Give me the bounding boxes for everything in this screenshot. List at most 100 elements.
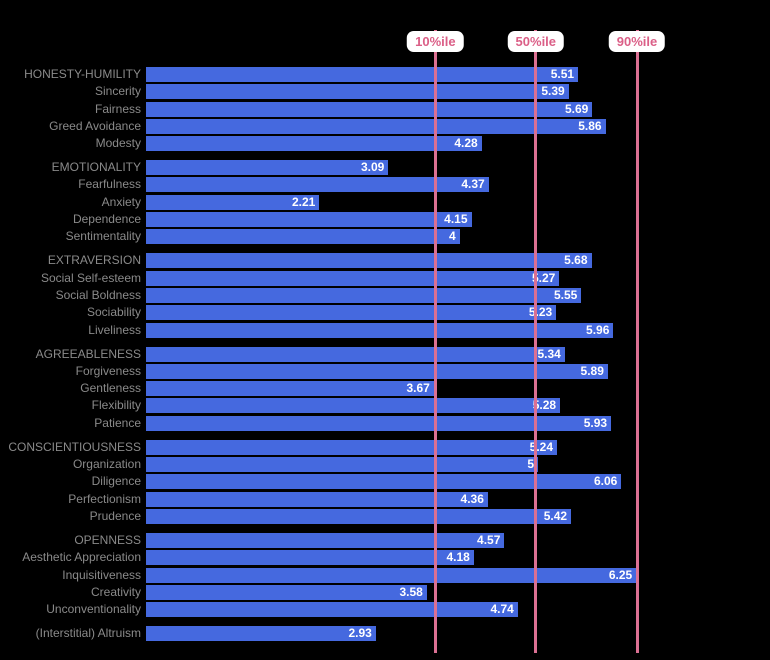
percentile-pill-90: 90%ile — [608, 31, 666, 52]
facet-label: Social Self-esteem — [40, 270, 141, 285]
bar-row: Fearfulness 4.37 — [0, 177, 770, 193]
facet-label: Sentimentality — [65, 229, 141, 244]
score-bar: 4.28 — [146, 136, 482, 152]
trait-group: EMOTIONALITY 3.09 Fearfulness 4.37 Anxiety 2.… — [0, 160, 770, 245]
bar-row: EMOTIONALITY 3.09 — [0, 160, 770, 176]
bar-rows-area: HONESTY-HUMILITY 5.51 Sincerity 5.39 Fairnes… — [0, 67, 770, 650]
score-bar: 5.68 — [146, 253, 592, 269]
facet-label: Prudence — [89, 508, 141, 523]
score-bar: 4.37 — [146, 177, 489, 193]
facet-label: Inquisitiveness — [62, 567, 141, 582]
score-value-label: 5.23 — [528, 305, 553, 320]
score-bar: 5.69 — [146, 101, 593, 117]
score-bar: 6.06 — [146, 474, 622, 490]
facet-label: Diligence — [91, 474, 141, 489]
bar-row: Patience 5.93 — [0, 415, 770, 431]
bar-row: Perfectionism 4.36 — [0, 491, 770, 507]
percentile-line-10 — [433, 30, 437, 653]
bar-row: Liveliness 5.96 — [0, 322, 770, 338]
facet-label: Organization — [72, 457, 141, 472]
score-value-label: 4.36 — [460, 491, 484, 506]
score-value-label: 6.06 — [593, 474, 618, 489]
score-bar: 4.57 — [146, 532, 505, 548]
score-bar: 4.18 — [146, 550, 474, 566]
score-bar: 4.36 — [146, 491, 488, 507]
score-bar: 5 — [146, 457, 539, 473]
bar-row: Sincerity 5.39 — [0, 84, 770, 100]
score-value-label: 5 — [527, 457, 535, 472]
facet-label: Perfectionism — [68, 491, 141, 506]
trait-group: CONSCIENTIOUSNESS 5.24 Organization 5 Dilige… — [0, 439, 770, 524]
facet-label: Greed Avoidance — [49, 118, 141, 133]
score-value-label: 5.93 — [583, 415, 608, 430]
score-value-label: 3.67 — [406, 381, 430, 396]
score-value-label: 4.28 — [454, 136, 478, 151]
trait-group: (Interstitial) Altruism 2.93 — [0, 626, 770, 642]
percentile-line-50 — [534, 30, 538, 653]
bar-row: Diligence 6.06 — [0, 474, 770, 490]
score-value-label: 5.27 — [531, 270, 556, 285]
score-value-label: 3.09 — [360, 160, 385, 175]
bar-row: Flexibility 5.28 — [0, 398, 770, 414]
facet-label: Social Boldness — [55, 287, 141, 302]
trait-header-label: EMOTIONALITY — [51, 160, 141, 175]
score-bar: 5.24 — [146, 439, 557, 455]
bar-row: Forgiveness 5.89 — [0, 363, 770, 379]
facet-label: Fearfulness — [78, 177, 141, 192]
score-value-label: 4.18 — [446, 550, 470, 565]
score-bar: 2.93 — [146, 626, 376, 642]
score-value-label: 6.25 — [608, 567, 633, 582]
trait-group: OPENNESS 4.57 Aesthetic Appreciation 4.18 In… — [0, 532, 770, 618]
trait-group: EXTRAVERSION 5.68 Social Self-esteem 5.27 So… — [0, 253, 770, 338]
score-value-label: 4 — [449, 229, 456, 244]
facet-label: Liveliness — [88, 322, 141, 337]
bar-row: (Interstitial) Altruism 2.93 — [0, 626, 770, 642]
percentile-pill-50-label: 50%ile — [515, 34, 557, 49]
trait-group: AGREEABLENESS 5.34 Forgiveness 5.89 Gentlene… — [0, 346, 770, 431]
bar-row: HONESTY-HUMILITY 5.51 — [0, 67, 770, 82]
score-value-label: 5.89 — [580, 363, 604, 378]
facet-label: Forgiveness — [75, 363, 141, 378]
trait-header-label: OPENNESS — [74, 532, 141, 547]
percentile-pill-90-label: 90%ile — [616, 34, 658, 49]
facet-label: Aesthetic Appreciation — [22, 550, 141, 565]
facet-label: Unconventionality — [46, 602, 141, 617]
percentile-pill-10-label: 10%ile — [415, 34, 456, 49]
bar-row: CONSCIENTIOUSNESS 5.24 — [0, 439, 770, 455]
bar-row: Social Boldness 5.55 — [0, 287, 770, 303]
bar-row: Inquisitiveness 6.25 — [0, 567, 770, 583]
score-bar: 5.23 — [146, 305, 557, 321]
score-value-label: 5.28 — [532, 398, 557, 413]
trait-header-label: HONESTY-HUMILITY — [24, 67, 141, 81]
score-bar: 5.34 — [146, 346, 565, 362]
trait-header-label: CONSCIENTIOUSNESS — [8, 439, 141, 454]
score-bar: 6.25 — [146, 567, 637, 583]
score-bar: 4.15 — [146, 212, 472, 228]
bar-row: Prudence 5.42 — [0, 508, 770, 524]
facet-label: Patience — [94, 415, 141, 430]
facet-label: Fairness — [94, 101, 141, 116]
facet-label: Dependence — [72, 212, 141, 227]
score-value-label: 5.51 — [550, 67, 575, 81]
bar-row: Aesthetic Appreciation 4.18 — [0, 550, 770, 566]
bar-row: AGREEABLENESS 5.34 — [0, 346, 770, 362]
facet-label: Gentleness — [80, 381, 141, 396]
bar-row: Organization 5 — [0, 457, 770, 473]
facet-label: Creativity — [90, 584, 141, 599]
score-value-label: 2.21 — [291, 194, 316, 209]
facet-label: Modesty — [95, 136, 141, 151]
score-bar: 5.39 — [146, 84, 569, 100]
score-bar: 3.67 — [146, 381, 434, 397]
score-bar: 4 — [146, 229, 460, 245]
bar-row: EXTRAVERSION 5.68 — [0, 253, 770, 269]
score-bar: 5.89 — [146, 363, 608, 379]
score-bar: 2.21 — [146, 194, 320, 210]
score-bar: 5.42 — [146, 508, 572, 524]
bar-row: Unconventionality 4.74 — [0, 602, 770, 618]
bar-row: Sentimentality 4 — [0, 229, 770, 245]
bar-row: Greed Avoidance 5.86 — [0, 118, 770, 134]
percentile-line-90 — [635, 30, 639, 653]
facet-label: Anxiety — [101, 194, 141, 209]
score-value-label: 5.86 — [578, 118, 602, 133]
